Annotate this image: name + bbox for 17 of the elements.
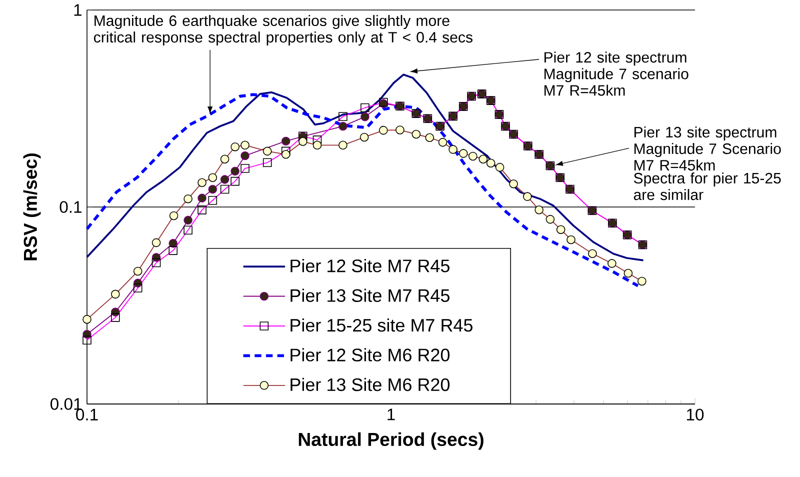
legend-label: Pier 12 Site M6 R20 (290, 348, 450, 362)
x-tick-label: 0.1 (76, 408, 98, 421)
x-tick-label: 10 (687, 408, 704, 421)
x-tick-label: 1 (388, 408, 395, 420)
annotation: Magnitude 6 earthquake scenarios give slightly more critical response spectral properties only at T < 0.4 secs (94, 14, 472, 46)
y-tick-label: 1 (74, 4, 82, 16)
annotation: Pier 13 site spectrum Magnitude 7 Scenario M7 R=45km (634, 126, 781, 171)
y-tick-label: 0.1 (60, 201, 82, 213)
y-axis-title: RSV (m/sec) (23, 153, 41, 260)
x-axis-title: Natural Period (secs) (298, 432, 484, 450)
legend-label: Pier 13 Site M7 R45 (290, 288, 450, 302)
annotation: Pier 12 site spectrum Magnitude 7 scenario M7 R=45km (544, 52, 688, 96)
y-tick-label: 0.01 (50, 398, 82, 410)
annotation: Spectra for pier 15-25 are similar (634, 172, 781, 200)
legend-label: Pier 12 Site M7 R45 (290, 259, 450, 272)
legend-label: Pier 13 Site M6 R20 (290, 378, 450, 392)
legend-label: Pier 15-25 site M7 R45 (290, 318, 472, 332)
